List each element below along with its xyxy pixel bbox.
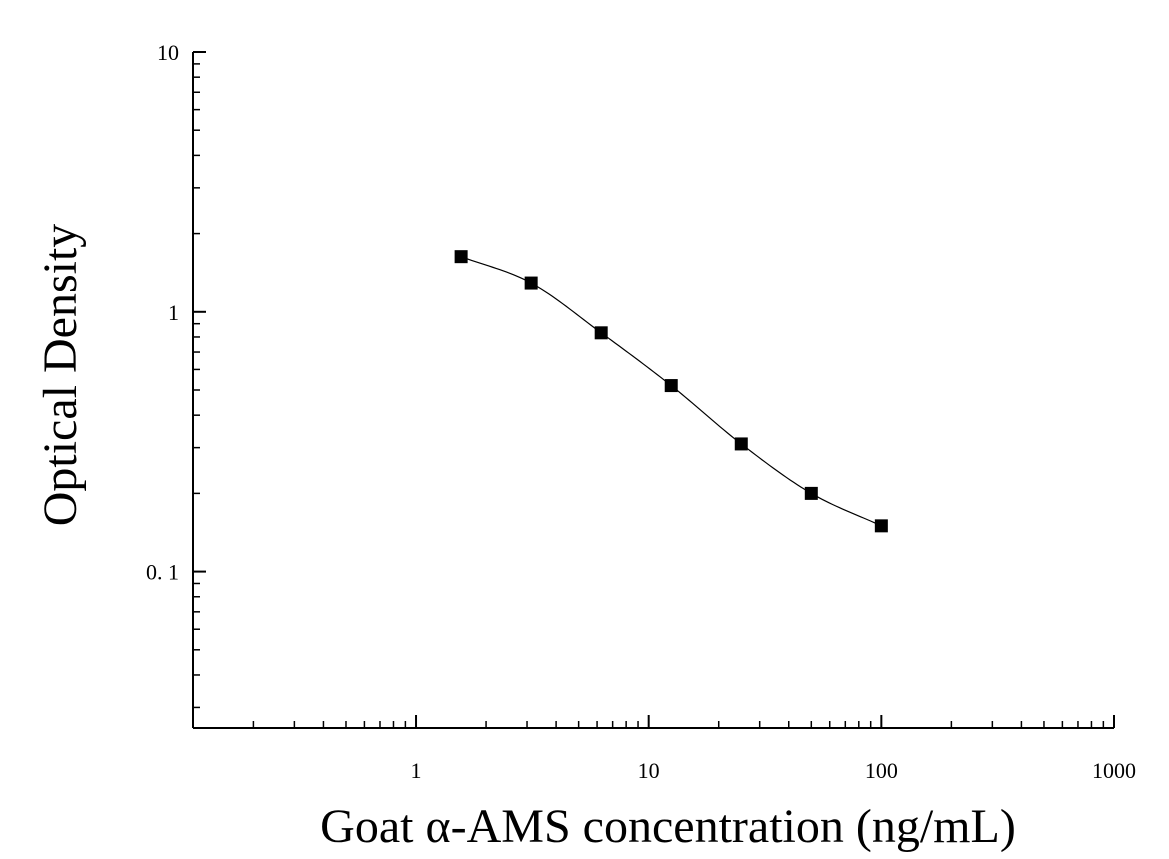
data-point: [524, 276, 538, 290]
x-axis-title: Goat α-AMS concentration (ng/mL): [320, 800, 1016, 853]
data-point: [664, 379, 678, 393]
y-tick-label: 1: [168, 300, 179, 325]
y-tick-label: 10: [157, 40, 179, 65]
x-tick-label: 1000: [1092, 758, 1136, 783]
y-ticks: 0. 1 1 10: [146, 40, 206, 585]
data-point: [804, 486, 818, 500]
x-tick-label: 1: [411, 758, 422, 783]
y-tick-label: 0. 1: [146, 560, 179, 585]
data-point: [734, 437, 748, 451]
x-ticks: 1 10 100 1000: [411, 715, 1136, 783]
minor-ticks: [193, 63, 1105, 728]
y-axis-title: Optical Density: [34, 224, 87, 527]
data-point: [874, 519, 888, 533]
data-point: [454, 250, 468, 264]
data-point: [594, 326, 608, 340]
x-tick-label: 100: [865, 758, 898, 783]
data-points: [454, 250, 888, 533]
x-tick-label: 10: [638, 758, 660, 783]
